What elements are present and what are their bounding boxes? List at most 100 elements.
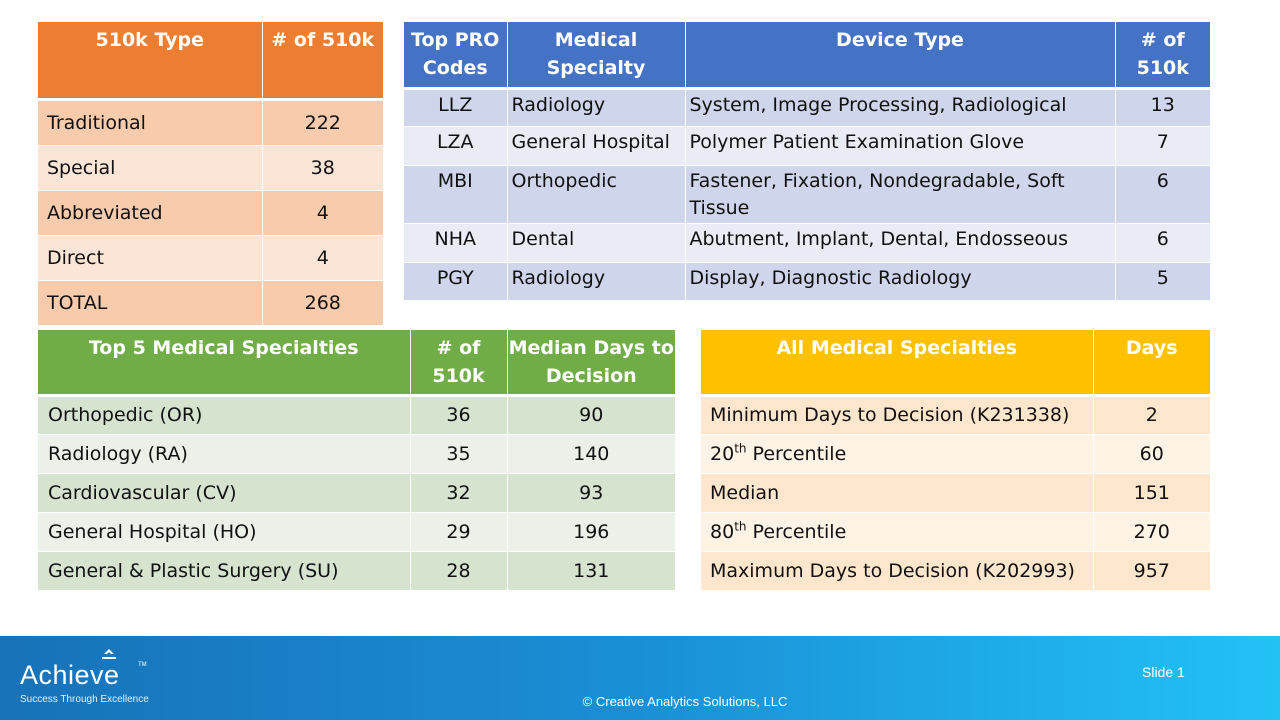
median-days-cell: 196	[506, 511, 675, 551]
table-row: General & Plastic Surgery (SU) 28 131	[38, 550, 675, 590]
days-cell: 151	[1092, 472, 1210, 512]
count-cell: 7	[1114, 125, 1210, 165]
count-cell: 5	[1114, 261, 1210, 300]
median-days-cell: 93	[506, 472, 675, 512]
table-row: Cardiovascular (CV) 32 93	[38, 472, 675, 512]
table-row: Radiology (RA) 35 140	[38, 433, 675, 473]
table-row: LZA General Hospital Polymer Patient Exa…	[404, 125, 1210, 165]
specialty-cell: Orthopedic	[506, 164, 685, 223]
specialty-cell: Orthopedic (OR)	[38, 394, 410, 434]
percentile-number: 80	[710, 520, 735, 543]
table-row: MBI Orthopedic Fastener, Fixation, Nonde…	[404, 164, 1210, 223]
count-cell: 4	[261, 234, 383, 280]
device-type-cell: Abutment, Implant, Dental, Endosseous	[684, 222, 1115, 262]
column-header: Days	[1092, 330, 1210, 395]
median-days-cell: 131	[506, 550, 675, 590]
table-row: PGY Radiology Display, Diagnostic Radiol…	[404, 261, 1210, 300]
type-cell: Traditional	[38, 98, 262, 145]
count-cell: 32	[409, 472, 507, 512]
510k-type-table: 510k Type # of 510k Traditional 222 Speci…	[38, 22, 383, 325]
days-cell: 270	[1092, 511, 1210, 551]
device-type-cell: System, Image Processing, Radiological	[684, 87, 1115, 126]
logo-peak-icon	[102, 649, 116, 659]
specialty-cell: General Hospital	[506, 125, 685, 165]
top-specialties-table: Top 5 Medical Specialties # of 510k Medi…	[38, 330, 675, 590]
count-cell: 28	[409, 550, 507, 590]
copyright-notice: © Creative Analytics Solutions, LLC	[582, 694, 788, 709]
specialty-cell: Radiology (RA)	[38, 433, 410, 473]
device-type-cell: Fastener, Fixation, Nondegradable, Soft …	[684, 164, 1115, 223]
count-cell: 38	[261, 144, 383, 190]
table-row: Minimum Days to Decision (K231338) 2	[701, 394, 1210, 434]
table-header-row: Top 5 Medical Specialties # of 510k Medi…	[38, 330, 675, 395]
type-cell: TOTAL	[38, 279, 262, 325]
column-header: Medical Specialty	[506, 22, 685, 88]
table-row: Direct 4	[38, 234, 383, 280]
specialty-cell: Dental	[506, 222, 685, 262]
specialty-cell: Radiology	[506, 261, 685, 300]
logo-tagline: Success Through Excellence	[20, 694, 149, 705]
column-header: Device Type	[684, 22, 1115, 88]
percentile-number: 20	[710, 442, 735, 465]
statistic-label: Median	[701, 472, 1093, 512]
specialty-cell: Cardiovascular (CV)	[38, 472, 410, 512]
column-header: # of 510k	[1114, 22, 1210, 88]
count-cell: 222	[261, 98, 383, 145]
statistic-label: 20th Percentile	[701, 433, 1093, 473]
table-row: Orthopedic (OR) 36 90	[38, 394, 675, 434]
pro-code-cell: LZA	[404, 125, 507, 165]
table-row: TOTAL 268	[38, 279, 383, 325]
table-header-row: All Medical Specialties Days	[701, 330, 1210, 395]
specialty-cell: General Hospital (HO)	[38, 511, 410, 551]
column-header: Top 5 Medical Specialties	[38, 330, 410, 395]
pro-codes-table: Top PRO Codes Medical Specialty Device T…	[404, 22, 1210, 300]
count-cell: 35	[409, 433, 507, 473]
count-cell: 36	[409, 394, 507, 434]
table-row: General Hospital (HO) 29 196	[38, 511, 675, 551]
table-row: Maximum Days to Decision (K202993) 957	[701, 550, 1210, 590]
median-days-cell: 140	[506, 433, 675, 473]
table-row: Abbreviated 4	[38, 189, 383, 235]
table-row: Traditional 222	[38, 98, 383, 145]
table-header-row: Top PRO Codes Medical Specialty Device T…	[404, 22, 1210, 88]
table-row: Median 151	[701, 472, 1210, 512]
logo-trademark: TM	[138, 662, 147, 668]
column-header: 510k Type	[38, 22, 262, 99]
ordinal-suffix: th	[734, 441, 747, 456]
count-cell: 6	[1114, 222, 1210, 262]
count-cell: 29	[409, 511, 507, 551]
slide-number: Slide 1	[1142, 664, 1185, 680]
percentile-word: Percentile	[746, 442, 847, 465]
pro-code-cell: PGY	[404, 261, 507, 300]
days-cell: 2	[1092, 394, 1210, 434]
pro-code-cell: LLZ	[404, 87, 507, 126]
specialty-cell: General & Plastic Surgery (SU)	[38, 550, 410, 590]
table-row: 20th Percentile 60	[701, 433, 1210, 473]
column-header: # of 510k	[409, 330, 507, 395]
all-specialties-days-table: All Medical Specialties Days Minimum Day…	[701, 330, 1210, 590]
statistic-label: 80th Percentile	[701, 511, 1093, 551]
count-cell: 13	[1114, 87, 1210, 126]
achieve-logo: Achieve TM Success Through Excellence	[20, 649, 180, 714]
pro-code-cell: MBI	[404, 164, 507, 223]
statistic-label: Minimum Days to Decision (K231338)	[701, 394, 1093, 434]
column-header: # of 510k	[261, 22, 383, 99]
table-row: NHA Dental Abutment, Implant, Dental, En…	[404, 222, 1210, 262]
column-header: All Medical Specialties	[701, 330, 1093, 395]
type-cell: Direct	[38, 234, 262, 280]
median-days-cell: 90	[506, 394, 675, 434]
table-row: Special 38	[38, 144, 383, 190]
device-type-cell: Polymer Patient Examination Glove	[684, 125, 1115, 165]
specialty-cell: Radiology	[506, 87, 685, 126]
percentile-word: Percentile	[746, 520, 847, 543]
count-cell: 268	[261, 279, 383, 325]
days-cell: 957	[1092, 550, 1210, 590]
statistic-label: Maximum Days to Decision (K202993)	[701, 550, 1093, 590]
column-header: Median Days to Decision	[506, 330, 675, 395]
ordinal-suffix: th	[734, 519, 747, 534]
type-cell: Special	[38, 144, 262, 190]
logo-wordmark: Achieve	[20, 660, 120, 690]
device-type-cell: Display, Diagnostic Radiology	[684, 261, 1115, 300]
table-header-row: 510k Type # of 510k	[38, 22, 383, 99]
count-cell: 4	[261, 189, 383, 235]
